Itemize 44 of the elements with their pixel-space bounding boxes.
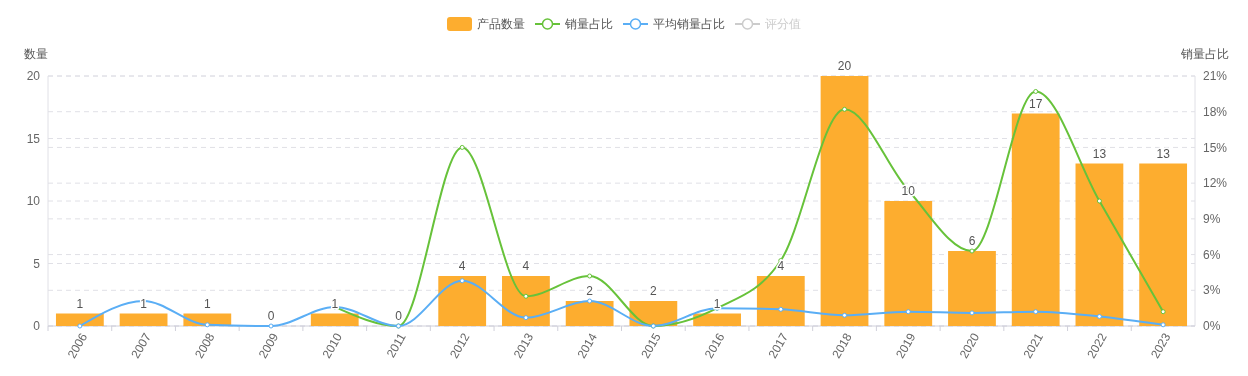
data-label: 4 xyxy=(522,259,530,273)
bar xyxy=(119,313,168,326)
y-tick-label: 10 xyxy=(26,194,41,209)
data-label: 2 xyxy=(586,284,594,298)
y2-tick-label: 18% xyxy=(1203,104,1228,119)
y-tick-label: 0 xyxy=(33,319,41,334)
bar xyxy=(756,276,805,326)
bar xyxy=(820,76,869,326)
bar xyxy=(1075,163,1124,326)
data-label: 13 xyxy=(1156,146,1171,161)
data-label: 4 xyxy=(458,259,466,273)
bar xyxy=(948,251,996,326)
bar xyxy=(693,313,741,326)
y-tick-label: 5 xyxy=(33,256,41,271)
y2-tick-label: 15% xyxy=(1203,140,1228,155)
y2-tick-label: 3% xyxy=(1203,283,1221,298)
data-label: 1 xyxy=(203,296,211,311)
y2-tick-label: 0% xyxy=(1203,319,1221,334)
bar xyxy=(438,276,487,326)
legend-label: 销量占比 xyxy=(564,17,613,32)
y-axis-title: 数量 xyxy=(24,47,48,61)
y2-tick-label: 12% xyxy=(1203,176,1228,191)
data-label: 20 xyxy=(837,59,852,73)
bar xyxy=(310,313,359,326)
y-tick-label: 20 xyxy=(26,69,41,84)
bar xyxy=(565,301,614,326)
y2-axis-title: 销量占比 xyxy=(1180,47,1229,61)
y-tick-label: 15 xyxy=(26,131,41,146)
y2-tick-label: 6% xyxy=(1203,247,1221,262)
data-label: 0 xyxy=(267,309,275,323)
data-label: 1 xyxy=(76,296,84,311)
legend-label: 平均销量占比 xyxy=(653,17,725,32)
y2-tick-label: 9% xyxy=(1203,212,1221,227)
y2-tick-label: 21% xyxy=(1203,69,1228,84)
data-label: 13 xyxy=(1092,146,1107,161)
data-label: 17 xyxy=(1029,96,1043,111)
bar xyxy=(884,201,933,326)
data-label: 4 xyxy=(777,259,785,273)
data-label: 6 xyxy=(968,234,976,248)
data-label: 0 xyxy=(395,309,403,323)
bar xyxy=(1139,163,1188,326)
legend-label: 产品数量 xyxy=(477,17,525,32)
data-label: 2 xyxy=(650,284,658,298)
bar xyxy=(1011,113,1060,326)
